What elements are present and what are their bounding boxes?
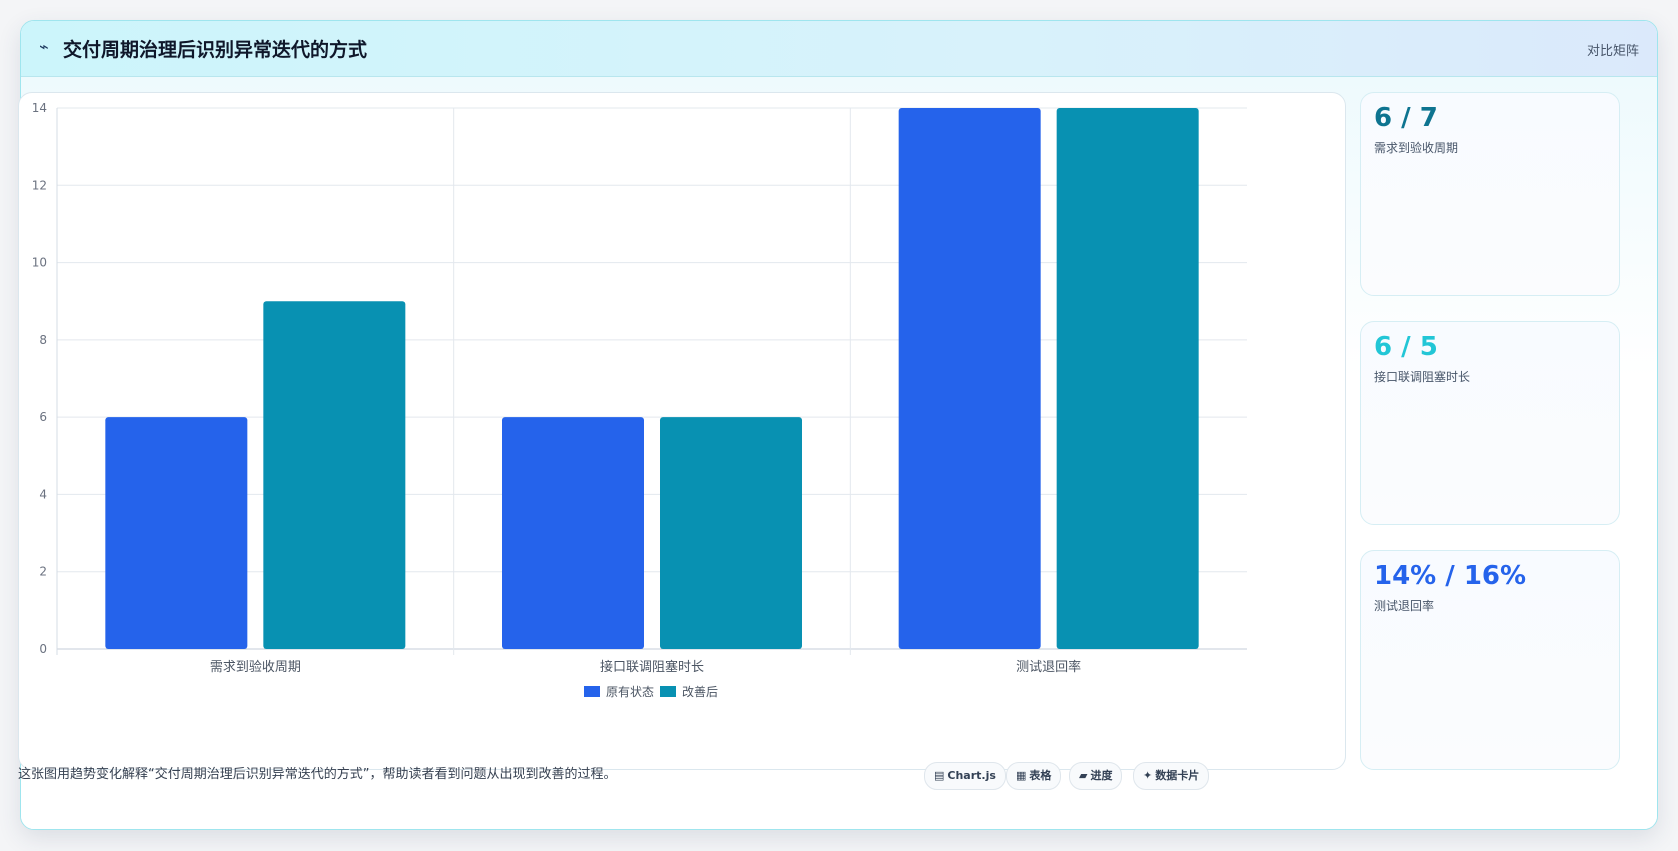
legend-swatch (584, 686, 600, 697)
sparkle-icon: ✦ (1143, 769, 1153, 782)
chip-data-cards[interactable]: ✦ 数据卡片 (1133, 762, 1210, 790)
bar (263, 301, 406, 649)
card-header: ⌁ 交付周期治理后识别异常迭代的方式 对比矩阵 (21, 21, 1657, 77)
chip-label: 进度 (1090, 769, 1113, 782)
stat-value: 6 / 7 (1374, 103, 1438, 133)
page-title: 交付周期治理后识别异常迭代的方式 (63, 39, 368, 61)
stat-label: 需求到验收周期 (1374, 141, 1459, 155)
y-tick-label: 0 (39, 642, 47, 656)
chip-chartjs[interactable]: ▤ Chart.js (924, 762, 1006, 790)
chip-progress[interactable]: ▰ 进度 (1069, 762, 1123, 790)
stat-card-return-rate: 14% / 16% 测试退回率 (1360, 550, 1620, 770)
y-tick-label: 8 (39, 333, 47, 347)
y-tick-label: 14 (32, 101, 47, 115)
chart-caption: 这张图用趋势变化解释“交付周期治理后识别异常迭代的方式”，帮助读者看到问题从出现… (18, 767, 617, 782)
stat-value: 6 / 5 (1374, 332, 1438, 362)
stat-card-blocking: 6 / 5 接口联调阻塞时长 (1360, 321, 1620, 525)
bar (502, 417, 644, 649)
x-tick-label: 需求到验收周期 (210, 659, 301, 675)
legend-label: 原有状态 (606, 685, 654, 699)
stat-label: 接口联调阻塞时长 (1374, 370, 1471, 384)
view-tag[interactable]: 对比矩阵 (1586, 44, 1639, 59)
chip-label: 表格 (1029, 769, 1052, 782)
chip-label: 数据卡片 (1155, 769, 1200, 782)
x-tick-label: 测试退回率 (1016, 659, 1081, 675)
bar (105, 417, 248, 649)
y-tick-label: 12 (32, 178, 47, 192)
chip-table[interactable]: ▦ 表格 (1006, 762, 1062, 790)
legend-swatch (660, 686, 676, 697)
legend-label: 改善后 (682, 684, 718, 699)
stat-card-cycle: 6 / 7 需求到验收周期 (1360, 92, 1620, 296)
pulse-icon: ⌁ (39, 37, 49, 56)
stat-label: 测试退回率 (1374, 599, 1435, 613)
progress-icon: ▰ (1079, 769, 1088, 782)
table-icon: ▦ (1016, 769, 1027, 782)
bar (898, 108, 1041, 649)
y-tick-label: 4 (39, 487, 47, 501)
x-tick-label: 接口联调阻塞时长 (600, 659, 704, 675)
chip-label: Chart.js (947, 769, 996, 782)
bar (1056, 108, 1199, 649)
stat-value: 14% / 16% (1374, 561, 1527, 591)
chart-panel: 0 2 4 6 8 10 12 14 需求到验收周期 接口联调阻塞时长 测试退回率原有状态 改善后 (18, 92, 1346, 770)
y-tick-label: 6 (39, 410, 47, 424)
bar (660, 417, 802, 649)
chart-icon: ▤ (934, 769, 945, 782)
y-tick-label: 2 (39, 565, 47, 579)
y-tick-label: 10 (32, 256, 47, 270)
